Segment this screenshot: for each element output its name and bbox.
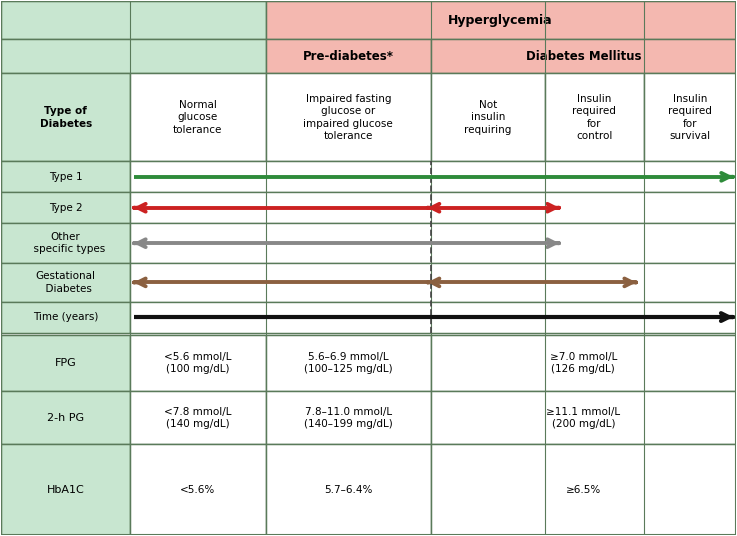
FancyBboxPatch shape [545,73,644,161]
FancyBboxPatch shape [1,73,130,161]
FancyBboxPatch shape [431,391,736,444]
Text: ≥11.1 mmol/L
(200 mg/dL): ≥11.1 mmol/L (200 mg/dL) [546,407,621,429]
Text: HbA1C: HbA1C [46,485,85,495]
Text: Normal
glucose
tolerance: Normal glucose tolerance [173,100,223,135]
FancyBboxPatch shape [266,2,736,39]
Text: <5.6 mmol/L
(100 mg/dL): <5.6 mmol/L (100 mg/dL) [164,352,231,374]
Text: ≥6.5%: ≥6.5% [565,485,601,495]
Text: Not
insulin
requiring: Not insulin requiring [464,100,511,135]
FancyBboxPatch shape [431,335,736,391]
FancyBboxPatch shape [266,39,431,73]
Text: Other
  specific types: Other specific types [27,232,105,255]
Text: 2-h PG: 2-h PG [47,413,84,423]
Text: Insulin
required
for
survival: Insulin required for survival [668,94,712,141]
Text: 5.7–6.4%: 5.7–6.4% [324,485,372,495]
FancyBboxPatch shape [1,161,130,192]
FancyBboxPatch shape [130,335,266,391]
FancyBboxPatch shape [1,192,130,223]
FancyBboxPatch shape [130,192,736,223]
FancyBboxPatch shape [1,263,130,302]
FancyBboxPatch shape [1,444,130,534]
FancyBboxPatch shape [431,73,545,161]
FancyBboxPatch shape [266,73,431,161]
FancyBboxPatch shape [130,302,736,332]
FancyBboxPatch shape [266,391,431,444]
Text: Gestational
  Diabetes: Gestational Diabetes [35,271,96,294]
Text: Type 1: Type 1 [49,172,83,182]
FancyBboxPatch shape [130,391,266,444]
FancyBboxPatch shape [644,73,736,161]
FancyBboxPatch shape [1,335,130,391]
FancyBboxPatch shape [1,223,130,263]
Text: Diabetes Mellitus: Diabetes Mellitus [525,49,641,63]
FancyBboxPatch shape [431,39,736,73]
Text: FPG: FPG [55,358,77,368]
FancyBboxPatch shape [130,161,736,192]
Text: ≥7.0 mmol/L
(126 mg/dL): ≥7.0 mmol/L (126 mg/dL) [550,352,617,374]
FancyBboxPatch shape [130,73,266,161]
FancyBboxPatch shape [1,2,266,39]
FancyBboxPatch shape [130,263,736,302]
Text: Type of
Diabetes: Type of Diabetes [40,106,92,129]
FancyBboxPatch shape [266,444,431,534]
Text: Type 2: Type 2 [49,203,83,213]
FancyBboxPatch shape [266,335,431,391]
FancyBboxPatch shape [1,302,130,332]
Text: Time (years): Time (years) [33,312,98,322]
Text: Impaired fasting
glucose or
impaired glucose
tolerance: Impaired fasting glucose or impaired glu… [304,94,393,141]
Text: Pre-diabetes*: Pre-diabetes* [303,49,394,63]
Text: <7.8 mmol/L
(140 mg/dL): <7.8 mmol/L (140 mg/dL) [164,407,231,429]
Text: 5.6–6.9 mmol/L
(100–125 mg/dL): 5.6–6.9 mmol/L (100–125 mg/dL) [304,352,393,374]
Text: 7.8–11.0 mmol/L
(140–199 mg/dL): 7.8–11.0 mmol/L (140–199 mg/dL) [304,407,393,429]
Text: Hyperglycemia: Hyperglycemia [448,13,553,27]
FancyBboxPatch shape [130,223,736,263]
FancyBboxPatch shape [1,39,266,73]
FancyBboxPatch shape [1,391,130,444]
Text: Insulin
required
for
control: Insulin required for control [573,94,616,141]
FancyBboxPatch shape [431,444,736,534]
Text: <5.6%: <5.6% [180,485,215,495]
FancyBboxPatch shape [130,444,266,534]
